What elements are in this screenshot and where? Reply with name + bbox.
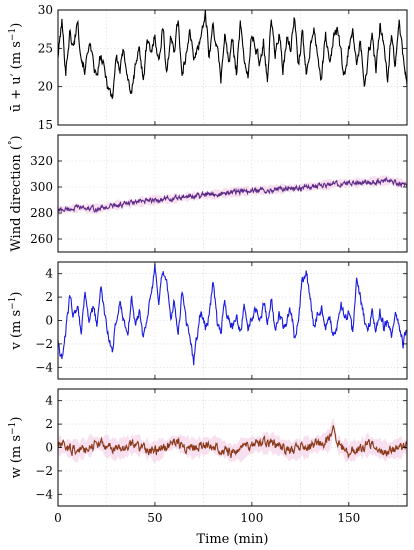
series-line-w <box>57 425 408 459</box>
x-tick-label: 150 <box>337 511 360 525</box>
panel-cross-velocity: −4 −2 0 2 4 v (m s−1) <box>8 261 408 380</box>
panel-vertical-velocity: −4 −2 0 2 4 0 50 100 150 w (m s−1) <box>8 388 408 525</box>
y-axis-label-v: v (m s−1) <box>8 291 24 350</box>
uncertainty-band <box>58 175 407 216</box>
x-tick-label: 100 <box>240 511 263 525</box>
x-tick-label: 0 <box>54 511 62 525</box>
y-tick-label: 25 <box>38 41 53 55</box>
plot-frame <box>57 9 408 126</box>
y-tick-label: 0 <box>45 441 53 455</box>
y-tick-label: 2 <box>45 417 53 431</box>
y-tick-label: 4 <box>45 394 53 408</box>
y-tick-label: 0 <box>45 314 53 328</box>
x-tick-label: 50 <box>147 511 162 525</box>
y-tick-label: 320 <box>30 154 53 168</box>
y-tick-label: 2 <box>45 290 53 304</box>
y-tick-label: −4 <box>35 487 53 501</box>
uncertainty-band <box>58 417 407 464</box>
y-tick-label: 280 <box>30 206 53 220</box>
series-line-u <box>57 9 408 99</box>
x-axis-label: Time (min) <box>197 532 269 547</box>
y-axis-label-w: w (m s−1) <box>8 417 24 479</box>
y-tick-label: 20 <box>38 80 53 94</box>
plot-frame <box>57 134 408 253</box>
y-tick-label: −2 <box>35 464 53 478</box>
y-tick-label: 15 <box>38 118 53 132</box>
plot-frame <box>57 261 408 380</box>
y-tick-label: 30 <box>38 3 53 17</box>
panel-wind-direction: 260 280 300 320 Wind direction (°) <box>8 134 408 253</box>
series-line-v <box>57 263 408 366</box>
y-tick-label: 4 <box>45 267 53 281</box>
y-tick-label: −4 <box>35 360 53 374</box>
y-axis-label-wind-direction: Wind direction (°) <box>8 135 24 251</box>
y-tick-label: 300 <box>30 180 53 194</box>
y-tick-label: −2 <box>35 337 53 351</box>
y-axis-label-u: ū + u′ (m s−1) <box>8 23 24 113</box>
series-line-wind-direction <box>57 176 408 213</box>
y-tick-label: 260 <box>30 232 53 246</box>
panel-streamwise-velocity: 15 20 25 30 ū + u′ (m s−1) <box>8 3 408 132</box>
